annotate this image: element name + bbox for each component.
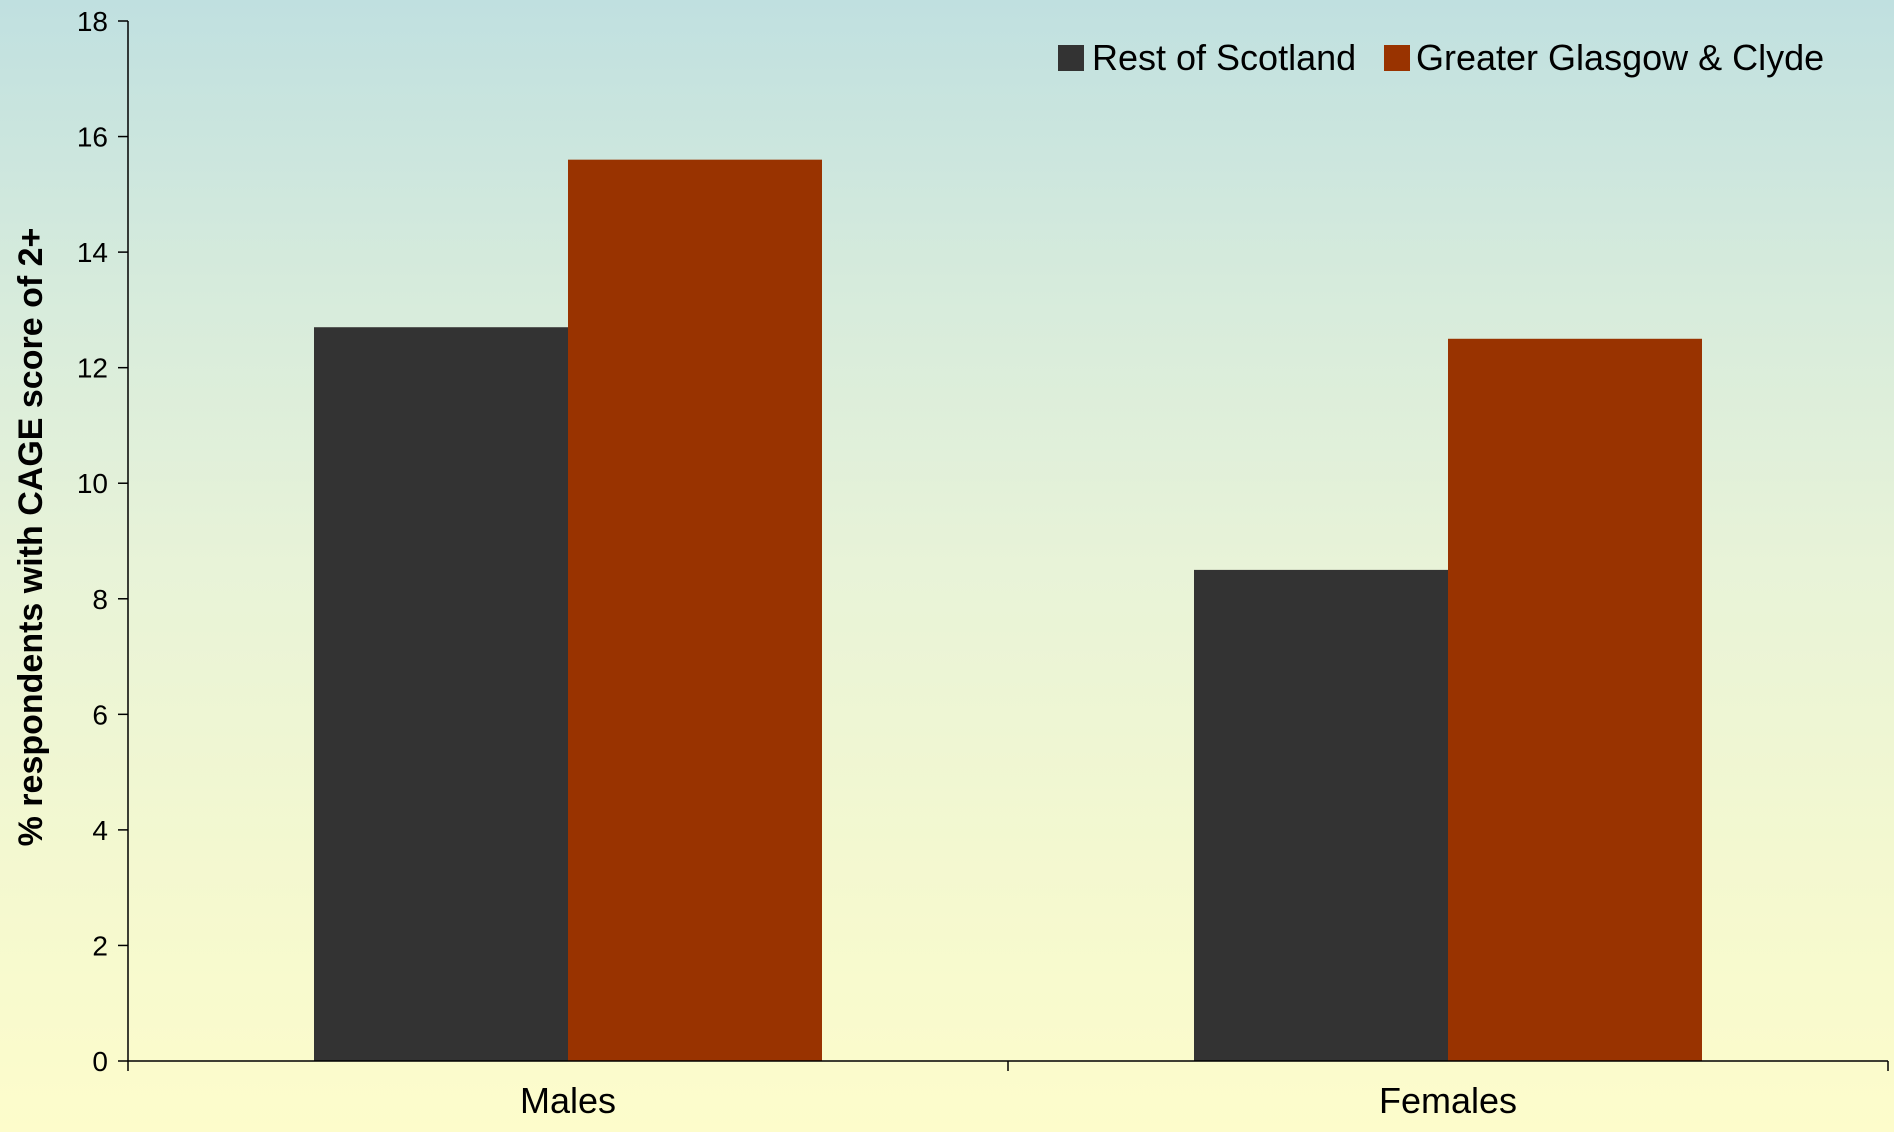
bar-males-greater-glasgow-clyde [568,160,822,1061]
y-tick-label: 8 [92,584,108,615]
bar-males-rest-of-scotland [314,327,568,1061]
legend: Rest of Scotland Greater Glasgow & Clyde [1058,37,1824,78]
x-category-label: Females [1379,1080,1517,1121]
x-category-label: Males [520,1080,616,1121]
legend-label: Greater Glasgow & Clyde [1416,37,1824,78]
y-tick-label: 0 [92,1046,108,1077]
y-tick-label: 14 [77,237,108,268]
y-tick-label: 16 [77,122,108,153]
y-tick-label: 6 [92,699,108,730]
legend-label: Rest of Scotland [1092,37,1356,78]
y-tick-label: 12 [77,353,108,384]
legend-swatch-greater-glasgow-clyde [1384,45,1410,71]
y-axis-title: % respondents with CAGE score of 2+ [12,228,50,847]
bar-females-rest-of-scotland [1194,570,1448,1061]
bars [314,160,1702,1061]
legend-swatch-rest-of-scotland [1058,45,1084,71]
y-tick-label: 10 [77,468,108,499]
bar-females-greater-glasgow-clyde [1448,339,1702,1061]
y-tick-label: 4 [92,815,108,846]
y-tick-label: 18 [77,6,108,37]
y-tick-label: 2 [92,930,108,961]
